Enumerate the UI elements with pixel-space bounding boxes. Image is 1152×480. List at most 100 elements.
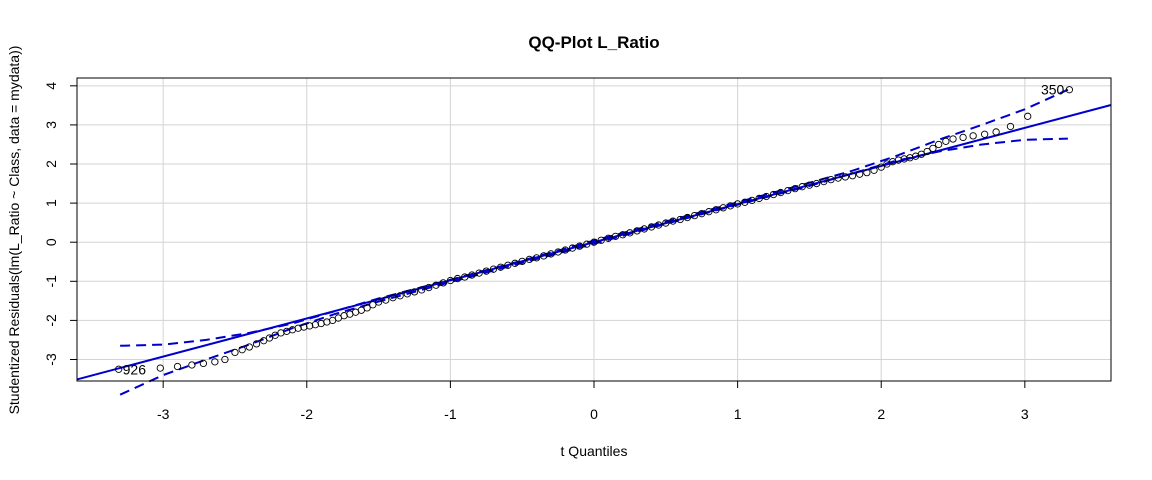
y-tick-label: 3 <box>43 121 59 129</box>
data-point <box>568 244 577 252</box>
data-point <box>949 135 957 143</box>
data-point <box>396 292 404 300</box>
data-point <box>633 227 641 235</box>
data-points <box>114 86 1074 373</box>
data-point <box>156 364 164 372</box>
data-point <box>540 252 548 260</box>
reference-line <box>76 104 1112 381</box>
data-point <box>461 273 469 281</box>
data-point <box>468 271 476 279</box>
data-point <box>311 321 320 329</box>
chart-title: QQ-Plot L_Ratio <box>528 33 659 52</box>
x-tick-label: -2 <box>301 406 314 422</box>
data-point <box>188 361 196 369</box>
data-point <box>432 281 440 289</box>
data-point <box>848 172 857 180</box>
data-point <box>777 188 785 197</box>
x-axis-label: t Quantiles <box>561 443 628 459</box>
data-point <box>863 168 871 177</box>
y-tick-label: -1 <box>43 275 59 288</box>
x-tick-label: 2 <box>877 406 885 422</box>
data-point <box>489 265 498 273</box>
data-point <box>755 194 763 203</box>
data-point <box>1006 122 1015 131</box>
data-point <box>798 183 806 191</box>
data-point <box>238 346 246 354</box>
data-point <box>611 232 620 240</box>
data-point <box>784 186 792 195</box>
data-point <box>363 304 371 312</box>
data-point <box>265 334 274 342</box>
data-point <box>791 184 799 193</box>
data-point <box>654 221 663 229</box>
data-point <box>690 211 699 220</box>
reference-line-group <box>76 104 1112 381</box>
data-point <box>369 301 377 309</box>
data-point <box>719 204 727 212</box>
data-point <box>604 234 613 242</box>
data-point <box>260 337 268 345</box>
data-point <box>626 229 634 237</box>
data-point <box>640 225 648 233</box>
x-tick-label: -3 <box>157 406 170 422</box>
y-tick-label: -3 <box>43 353 59 366</box>
data-point <box>959 133 967 142</box>
data-point <box>300 323 308 331</box>
x-tick-label: -1 <box>444 406 457 422</box>
data-point <box>305 322 314 330</box>
data-point <box>453 274 462 283</box>
data-point <box>114 365 123 373</box>
outlier-label: 350 <box>1041 82 1065 98</box>
data-point <box>439 279 447 287</box>
x-tick-label: 0 <box>590 406 598 422</box>
data-point <box>741 198 749 206</box>
y-axis: -3 -2 -1 0 1 2 3 4 <box>43 82 77 366</box>
data-point <box>917 150 926 158</box>
data-point <box>532 254 541 262</box>
data-point <box>231 348 239 357</box>
data-point <box>425 283 433 292</box>
y-tick-label: 1 <box>43 199 59 207</box>
data-point <box>820 177 828 186</box>
data-point <box>923 147 931 156</box>
data-point <box>812 179 821 188</box>
data-point <box>211 358 219 366</box>
data-point <box>446 276 455 285</box>
data-point <box>410 288 419 296</box>
data-point <box>647 223 656 231</box>
data-point <box>504 261 512 269</box>
data-point <box>662 219 670 227</box>
data-point <box>698 210 706 218</box>
data-point <box>554 248 562 256</box>
data-point <box>252 340 261 348</box>
y-axis-label: Studentized Residuals(lm(L_Ratio ~ Class… <box>6 46 22 415</box>
data-point <box>683 213 691 222</box>
x-axis: -3 -2 -1 0 1 2 3 <box>157 381 1029 422</box>
data-point <box>827 176 835 184</box>
y-tick-label: -2 <box>43 314 59 327</box>
data-point <box>726 202 735 210</box>
data-point <box>199 359 208 368</box>
data-point <box>733 200 742 208</box>
data-point <box>769 190 778 199</box>
data-point <box>475 269 483 277</box>
grid <box>77 78 1111 381</box>
data-point <box>245 343 253 351</box>
data-point <box>561 246 569 254</box>
data-point <box>969 132 977 140</box>
outlier-labels: 350 926 <box>123 82 1065 378</box>
data-point <box>841 173 849 181</box>
data-point <box>762 192 770 201</box>
data-point <box>294 324 302 332</box>
data-point <box>900 155 908 163</box>
data-point <box>547 250 555 258</box>
data-point <box>676 215 684 224</box>
data-point <box>929 144 937 153</box>
data-point <box>877 163 885 171</box>
data-point <box>382 296 390 304</box>
data-point <box>619 231 627 239</box>
data-point <box>597 236 605 244</box>
y-tick-label: 0 <box>43 238 59 246</box>
x-tick-label: 1 <box>734 406 742 422</box>
data-point <box>1065 86 1074 94</box>
